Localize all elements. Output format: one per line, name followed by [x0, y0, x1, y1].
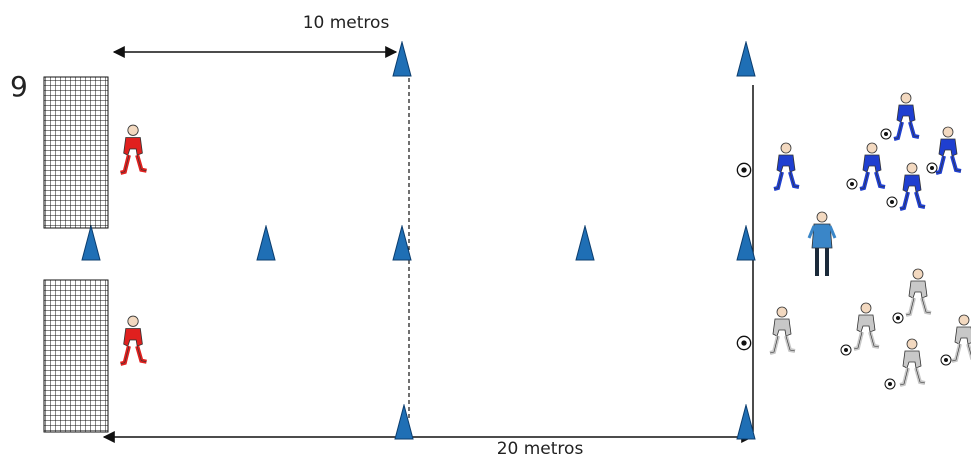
cones [81, 41, 756, 440]
coach [807, 211, 837, 276]
grey-team [768, 268, 971, 387]
goalkeepers [121, 125, 147, 364]
goal [43, 76, 109, 229]
blue-team [772, 92, 962, 211]
balls [736, 128, 952, 390]
drill-number: 9 [10, 70, 28, 103]
goal [43, 279, 109, 433]
distance-label: 10 metros [303, 13, 390, 33]
distance-label: 20 metros [497, 439, 584, 459]
